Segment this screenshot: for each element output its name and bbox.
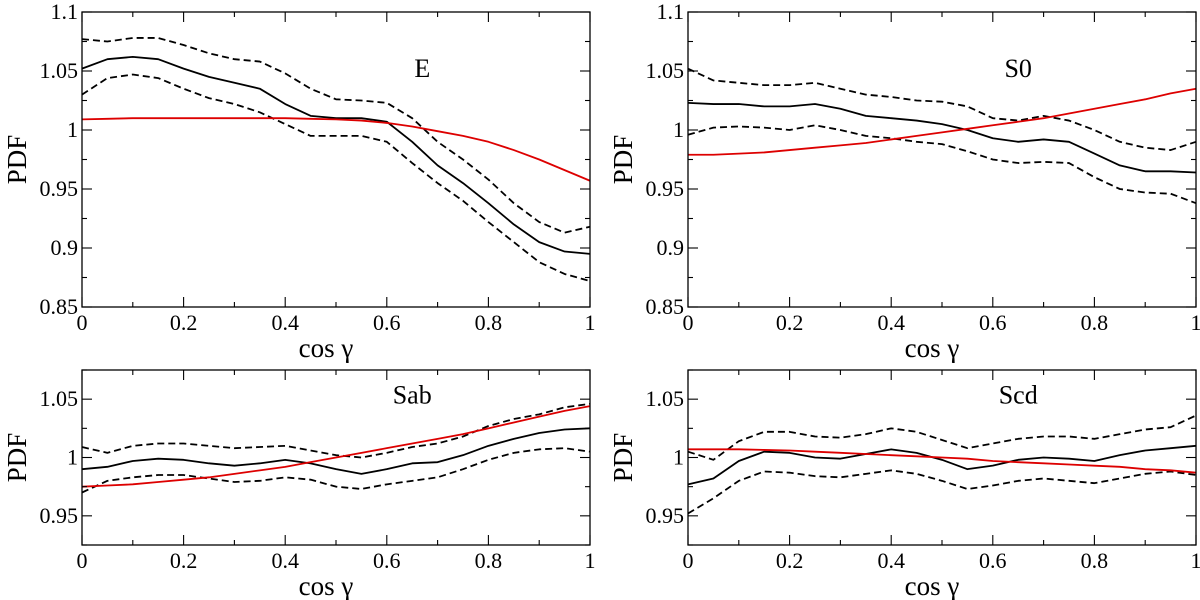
panel-scd: 0 0.2 0.4 0.6 0.8 1 0.95 1 1.05 cos γ PDF Scd <box>608 369 1200 600</box>
series-line-dashed-1 <box>687 67 1197 151</box>
x-axis-title: cos γ <box>905 571 960 600</box>
series-line-dashed-2 <box>81 73 591 282</box>
x-tick-label: 0.8 <box>475 310 503 335</box>
x-tick-label: 0 <box>77 548 88 573</box>
series-line-black <box>81 55 591 255</box>
series-line-dashed-1 <box>81 37 591 234</box>
y-tick-label: 1.05 <box>40 58 79 83</box>
x-tick-label: 1 <box>585 310 596 335</box>
series-line-dashed-2 <box>687 124 1197 205</box>
y-tick-label: 1.05 <box>646 58 685 83</box>
x-tick-label: 1 <box>1191 548 1200 573</box>
y-tick-label: 0.95 <box>40 176 79 201</box>
x-axis-title: cos γ <box>299 571 354 600</box>
x-tick-label: 0.2 <box>776 548 804 573</box>
y-axis-title: PDF <box>608 433 638 483</box>
x-tick-label: 0.4 <box>271 548 299 573</box>
series-line-dashed-1 <box>81 402 591 459</box>
series-line-red <box>688 448 1197 474</box>
x-tick-label: 0.6 <box>979 310 1007 335</box>
y-tick-label: 0.95 <box>646 503 685 528</box>
panel-e: 0 0.2 0.4 0.6 0.8 1 0.85 0.9 0.95 1 1.05 1.1 cos γ PD… <box>2 0 596 363</box>
y-tick-label: 1.05 <box>40 386 79 411</box>
x-axis-title: cos γ <box>299 333 354 363</box>
x-tick-label: 0.8 <box>475 548 503 573</box>
y-axis-title: PDF <box>2 135 32 185</box>
x-tick-label: 1 <box>585 548 596 573</box>
y-tick-label: 1 <box>673 117 684 142</box>
x-tick-label: 0 <box>683 548 694 573</box>
x-tick-label: 0.2 <box>170 548 198 573</box>
panel-label: Sab <box>393 381 432 410</box>
series-line-red <box>81 405 591 488</box>
x-tick-label: 0.6 <box>373 548 401 573</box>
y-tick-label: 1.1 <box>657 0 685 24</box>
x-tick-label: 1 <box>1191 310 1200 335</box>
y-tick-label: 1 <box>673 445 684 470</box>
y-tick-label: 1 <box>67 445 78 470</box>
series-line-dashed-2 <box>81 447 591 494</box>
x-axis-title: cos γ <box>905 333 960 363</box>
panel-label: S0 <box>1004 54 1031 83</box>
x-tick-label: 0.6 <box>979 548 1007 573</box>
series-line-black <box>81 427 591 475</box>
y-tick-label: 0.85 <box>40 294 79 319</box>
panel-sab: 0 0.2 0.4 0.6 0.8 1 0.95 1 1.05 cos γ PDF Sab <box>2 369 596 600</box>
x-tick-label: 0.4 <box>271 310 299 335</box>
x-tick-label: 0.4 <box>877 548 905 573</box>
y-tick-label: 0.85 <box>646 294 685 319</box>
y-tick-label: 1.1 <box>51 0 79 24</box>
x-tick-label: 0.2 <box>776 310 804 335</box>
y-tick-label: 0.9 <box>51 235 79 260</box>
panel-label: E <box>414 54 430 83</box>
y-axis-title: PDF <box>608 135 638 185</box>
x-tick-label: 0 <box>683 310 694 335</box>
y-tick-label: 0.9 <box>657 235 685 260</box>
panel-s0: 0 0.2 0.4 0.6 0.8 1 0.85 0.9 0.95 1 1.05 1.1 cos γ PD… <box>608 0 1200 363</box>
x-tick-label: 0.8 <box>1081 310 1109 335</box>
x-tick-label: 0.6 <box>373 310 401 335</box>
series-line-red <box>688 87 1197 156</box>
series-line-dashed-2 <box>687 469 1197 515</box>
series-line-black <box>687 444 1197 486</box>
x-tick-label: 0.8 <box>1081 548 1109 573</box>
y-tick-label: 1.05 <box>646 386 685 411</box>
series-line-black <box>687 101 1197 174</box>
x-tick-label: 0.2 <box>170 310 198 335</box>
panel-label: Scd <box>999 381 1038 410</box>
series-line-dashed-1 <box>687 414 1197 461</box>
y-tick-label: 1 <box>67 117 78 142</box>
series-line-red <box>81 117 591 182</box>
y-tick-label: 0.95 <box>646 176 685 201</box>
y-axis-title: PDF <box>2 433 32 483</box>
x-tick-label: 0.4 <box>877 310 905 335</box>
x-tick-label: 0 <box>77 310 88 335</box>
y-tick-label: 0.95 <box>40 503 79 528</box>
